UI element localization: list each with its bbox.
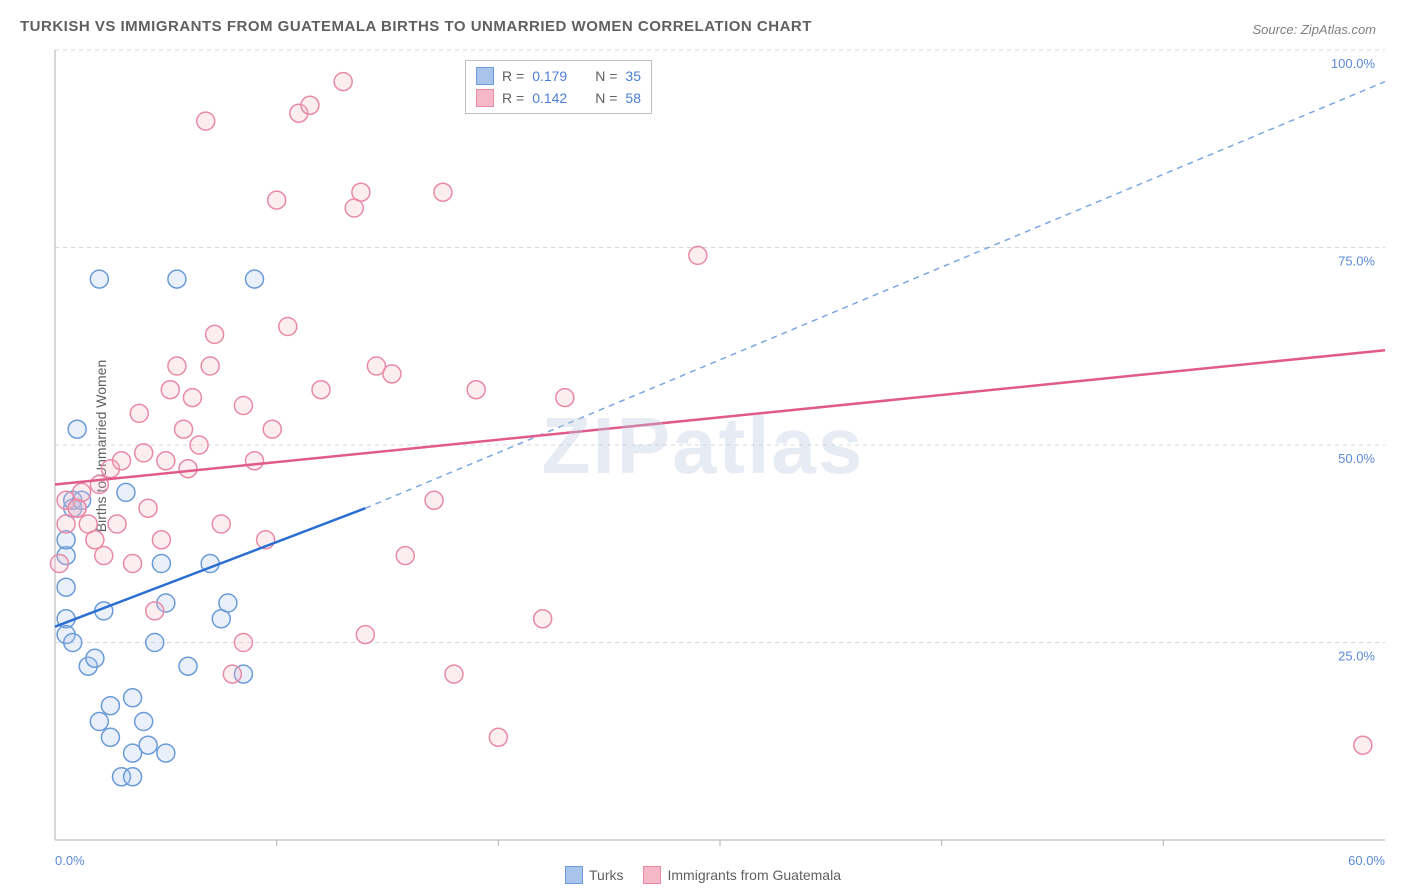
svg-text:75.0%: 75.0% (1338, 254, 1375, 269)
chart-container: TURKISH VS IMMIGRANTS FROM GUATEMALA BIR… (0, 0, 1406, 892)
svg-text:60.0%: 60.0% (1348, 853, 1385, 868)
scatter-chart: 25.0% 50.0% 75.0% 100.0% 0.0% 60.0% (0, 0, 1405, 885)
series-legend: Turks Immigrants from Guatemala (565, 866, 841, 884)
legend-swatch (476, 89, 494, 107)
legend-item: Turks (565, 866, 623, 884)
r-value: 0.179 (532, 68, 567, 84)
legend-label: Turks (589, 867, 623, 883)
legend-label: Immigrants from Guatemala (667, 867, 841, 883)
svg-text:25.0%: 25.0% (1338, 649, 1375, 664)
legend-stat-row: R = 0.142 N = 58 (476, 87, 641, 109)
legend-stat-row: R = 0.179 N = 35 (476, 65, 641, 87)
n-value: 35 (625, 68, 641, 84)
svg-text:0.0%: 0.0% (55, 853, 85, 868)
legend-swatch (476, 67, 494, 85)
r-label: R = (502, 90, 524, 106)
legend-swatch (643, 866, 661, 884)
correlation-legend: R = 0.179 N = 35 R = 0.142 N = 58 (465, 60, 652, 114)
legend-item: Immigrants from Guatemala (643, 866, 841, 884)
legend-swatch (565, 866, 583, 884)
svg-text:100.0%: 100.0% (1331, 56, 1376, 71)
n-label: N = (595, 68, 617, 84)
r-value: 0.142 (532, 90, 567, 106)
r-label: R = (502, 68, 524, 84)
n-value: 58 (625, 90, 641, 106)
svg-text:50.0%: 50.0% (1338, 451, 1375, 466)
n-label: N = (595, 90, 617, 106)
